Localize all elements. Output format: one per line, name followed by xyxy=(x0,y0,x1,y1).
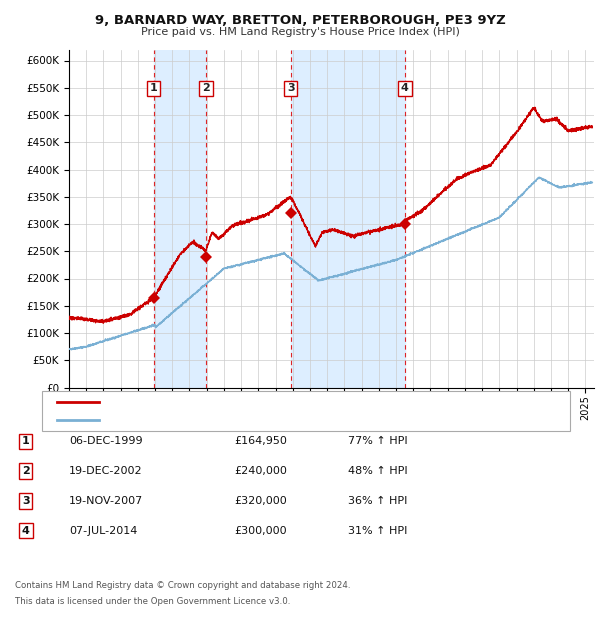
Bar xyxy=(154,50,206,388)
Text: 19-NOV-2007: 19-NOV-2007 xyxy=(69,496,143,506)
Text: Contains HM Land Registry data © Crown copyright and database right 2024.: Contains HM Land Registry data © Crown c… xyxy=(15,581,350,590)
Text: 2: 2 xyxy=(202,84,210,94)
Text: 31% ↑ HPI: 31% ↑ HPI xyxy=(348,526,407,536)
Text: 9, BARNARD WAY, BRETTON, PETERBOROUGH, PE3 9YZ (detached house): 9, BARNARD WAY, BRETTON, PETERBOROUGH, P… xyxy=(108,397,469,407)
Text: 3: 3 xyxy=(22,496,29,506)
Text: This data is licensed under the Open Government Licence v3.0.: This data is licensed under the Open Gov… xyxy=(15,597,290,606)
Text: 4: 4 xyxy=(401,84,409,94)
Text: 4: 4 xyxy=(22,526,30,536)
Text: 1: 1 xyxy=(150,84,158,94)
Text: Price paid vs. HM Land Registry's House Price Index (HPI): Price paid vs. HM Land Registry's House … xyxy=(140,27,460,37)
Text: £240,000: £240,000 xyxy=(234,466,287,476)
Text: 2: 2 xyxy=(22,466,29,476)
Text: 1: 1 xyxy=(22,436,29,446)
Text: 9, BARNARD WAY, BRETTON, PETERBOROUGH, PE3 9YZ: 9, BARNARD WAY, BRETTON, PETERBOROUGH, P… xyxy=(95,14,505,27)
Text: £300,000: £300,000 xyxy=(234,526,287,536)
Bar xyxy=(291,50,405,388)
Text: 06-DEC-1999: 06-DEC-1999 xyxy=(69,436,143,446)
Text: HPI: Average price, detached house, City of Peterborough: HPI: Average price, detached house, City… xyxy=(108,415,389,425)
Text: 07-JUL-2014: 07-JUL-2014 xyxy=(69,526,137,536)
Text: 48% ↑ HPI: 48% ↑ HPI xyxy=(348,466,407,476)
Text: 3: 3 xyxy=(287,84,295,94)
Text: 36% ↑ HPI: 36% ↑ HPI xyxy=(348,496,407,506)
Text: £320,000: £320,000 xyxy=(234,496,287,506)
Text: 77% ↑ HPI: 77% ↑ HPI xyxy=(348,436,407,446)
Text: £164,950: £164,950 xyxy=(234,436,287,446)
Text: 19-DEC-2002: 19-DEC-2002 xyxy=(69,466,143,476)
